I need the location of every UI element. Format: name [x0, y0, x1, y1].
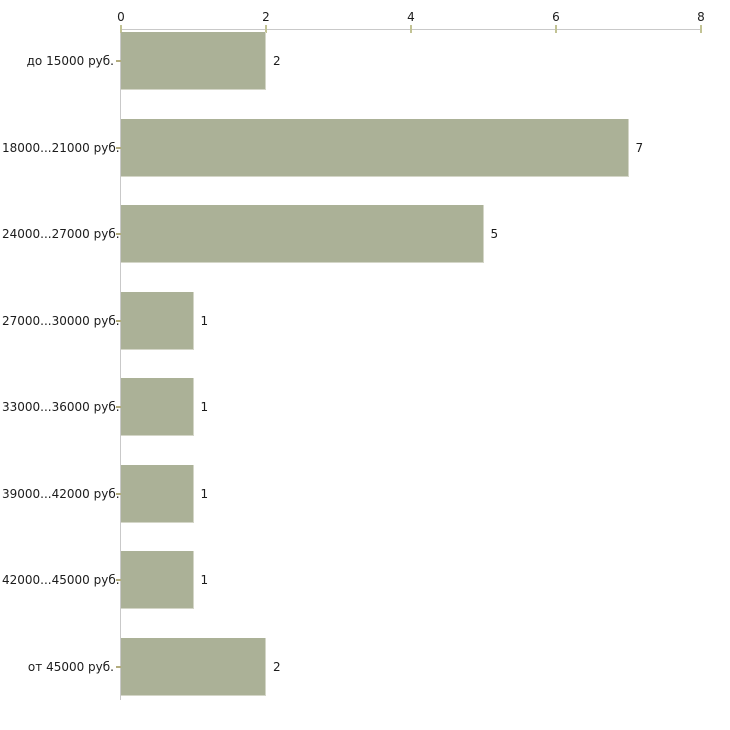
category-label: 27000...30000 руб.: [2, 313, 120, 328]
y-axis-line: [120, 29, 121, 700]
bar-value-label: 1: [200, 313, 209, 328]
x-axis-tick-mark: [700, 25, 702, 33]
category-label: 39000...42000 руб.: [2, 486, 120, 501]
x-axis-tick-label: 8: [697, 10, 705, 24]
bar-value-label: 1: [200, 486, 209, 501]
bar-value-label: 7: [635, 140, 644, 155]
x-axis-tick-label: 2: [262, 10, 270, 24]
category-label: до 15000 руб.: [26, 54, 114, 68]
bar-value-label: 5: [490, 227, 499, 241]
category-label: 42000...45000 руб.: [2, 573, 120, 587]
x-axis-tick-label: 4: [407, 10, 415, 24]
category-tick-mark: [116, 579, 121, 581]
category-label: 33000...36000 руб.: [2, 400, 120, 414]
category-tick-mark: [116, 665, 121, 668]
category-tick-mark: [116, 60, 121, 62]
x-axis-tick-mark: [555, 25, 557, 33]
x-axis-tick-mark: [265, 25, 267, 33]
x-axis-tick-label: 0: [117, 10, 125, 24]
x-axis-tick-mark: [120, 25, 122, 33]
bar-value-label: 2: [273, 54, 281, 68]
category-label: 18000...21000 руб.: [2, 140, 120, 155]
x-axis-tick-mark: [410, 25, 412, 33]
bar: [121, 637, 266, 696]
x-axis-tick-label: 6: [552, 10, 560, 24]
bar: [121, 464, 194, 523]
bar: [121, 551, 194, 609]
category-tick-mark: [116, 319, 121, 322]
category-tick-mark: [116, 233, 121, 235]
category-tick-mark: [116, 492, 121, 495]
bar-value-label: 1: [200, 400, 209, 414]
bar-value-label: 1: [200, 573, 209, 587]
category-label: 24000...27000 руб.: [2, 227, 120, 241]
bar-value-label: 2: [273, 659, 281, 674]
category-label: от 45000 руб.: [27, 659, 114, 674]
bar: [121, 378, 194, 436]
category-tick-mark: [116, 406, 121, 408]
bar: [121, 32, 266, 90]
bar: [121, 118, 629, 177]
bar: [121, 291, 194, 350]
bar: [121, 205, 484, 263]
category-tick-mark: [116, 146, 121, 149]
